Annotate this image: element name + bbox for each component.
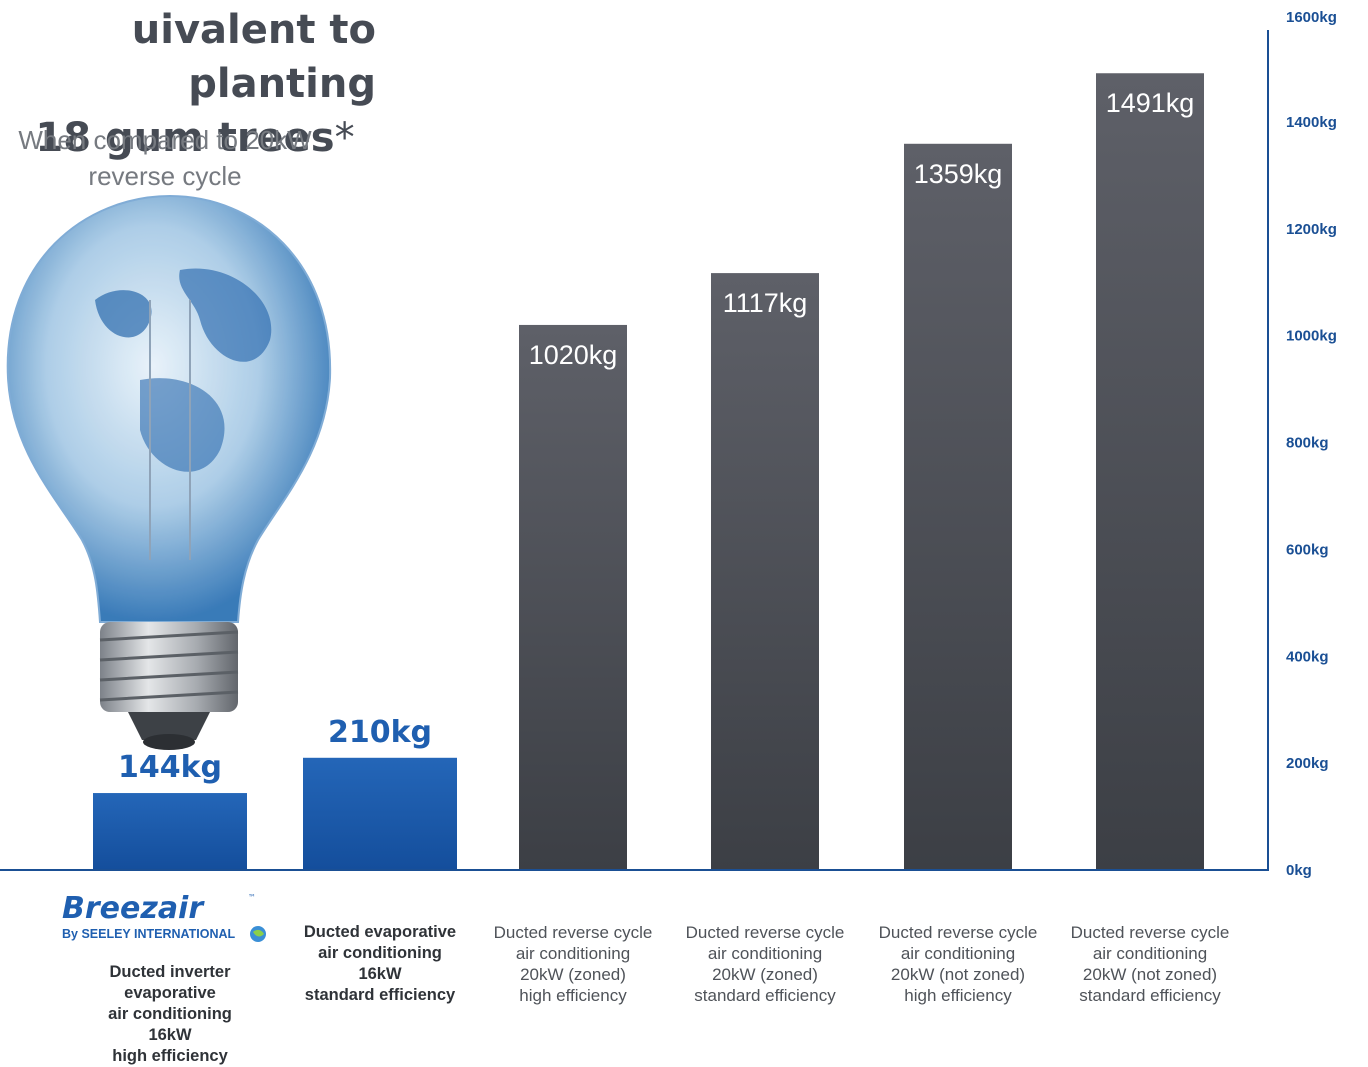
category-label-line: 20kW (not zoned)	[1082, 965, 1218, 984]
bar-2	[303, 757, 457, 870]
bar-value-label-5: 1359kg	[914, 159, 1003, 189]
category-label-line: standard efficiency	[694, 986, 836, 1005]
y-tick-label-400: 400kg	[1286, 648, 1329, 665]
headline: uivalent to planting 18 gum trees*	[0, 0, 390, 165]
category-label-line: air conditioning	[707, 944, 823, 963]
category-label-line: standard efficiency	[304, 986, 456, 1004]
category-label-line: high efficiency	[112, 1047, 228, 1065]
category-label-line: Ducted reverse cycle	[1070, 923, 1230, 942]
category-label-line: 16kW	[358, 965, 402, 983]
category-label-line: air conditioning	[318, 944, 442, 962]
bar-6	[1096, 73, 1204, 870]
y-tick-label-200: 200kg	[1286, 755, 1329, 772]
y-tick-label-800: 800kg	[1286, 435, 1329, 452]
category-label-line: Ducted reverse cycle	[685, 923, 845, 942]
bar-value-label-1: 144kg	[118, 750, 222, 785]
subheading-line-2: reverse cycle	[88, 161, 242, 191]
category-label-line: standard efficiency	[1079, 986, 1221, 1005]
category-label-4: Ducted reverse cycle air conditioning 20kW…	[665, 922, 865, 1006]
category-label-line: air conditioning	[1092, 944, 1208, 963]
bar-3	[519, 324, 627, 870]
y-tick-label-1600: 1600kg	[1286, 9, 1337, 26]
subheading-line-1: When compared to 20kW	[18, 125, 312, 155]
category-label-line: 16kW	[148, 1026, 192, 1044]
logo-brand: Breezair	[62, 891, 205, 926]
bar-value-label-6: 1491kg	[1106, 88, 1195, 118]
logo-tm: ™	[248, 893, 256, 902]
category-label-line: air conditioning	[515, 944, 631, 963]
category-label-line: air conditioning	[108, 1005, 232, 1023]
category-label-2: Ducted evaporative air conditioning 16kW st…	[280, 922, 480, 1006]
bar-value-label-4: 1117kg	[723, 288, 808, 318]
breezair-logo: Breezair ™ By SEELEY INTERNATIONAL	[60, 888, 275, 944]
logo-byline: By SEELEY INTERNATIONAL	[62, 927, 236, 941]
lightbulb-globe-icon	[6, 194, 332, 750]
headline-line-1: uivalent to planting	[131, 7, 376, 107]
category-label-line: 20kW (zoned)	[520, 965, 626, 984]
headline-asterisk: *	[334, 115, 355, 161]
bar-1	[93, 793, 247, 870]
y-tick-label-1000: 1000kg	[1286, 328, 1337, 345]
category-label-line: high efficiency	[519, 986, 627, 1005]
bar-value-label-3: 1020kg	[529, 340, 618, 370]
y-tick-label-1200: 1200kg	[1286, 221, 1337, 238]
category-label-line: Ducted evaporative	[303, 923, 457, 941]
category-label-line: Ducted reverse cycle	[878, 923, 1038, 942]
category-label-line: 20kW (zoned)	[712, 965, 818, 984]
headline-line-2: 18 gum trees*	[35, 115, 355, 161]
bar-value-label-2: 210kg	[328, 715, 432, 750]
y-tick-label-600: 600kg	[1286, 541, 1329, 558]
y-tick-label-0: 0kg	[1286, 862, 1312, 879]
category-label-line: 20kW (not zoned)	[890, 965, 1026, 984]
bar-5	[904, 143, 1012, 871]
bar-4	[711, 273, 819, 870]
category-label-line: Ducted reverse cycle	[493, 923, 653, 942]
subheading: When compared to 20kW reverse cycle	[0, 122, 330, 194]
category-label-5: Ducted reverse cycle air conditioning 20kW…	[858, 922, 1058, 1006]
category-label-3: Ducted reverse cycle air conditioning 20kW…	[473, 922, 673, 1006]
category-label-6: Ducted reverse cycle air conditioning 20kW…	[1050, 922, 1250, 1006]
y-tick-label-1400: 1400kg	[1286, 114, 1337, 131]
category-label-line: high efficiency	[904, 986, 1012, 1005]
co2-bar-chart: 144kg 210kg 1020kg 1117kg 1359kg 1491kg 0kg 20…	[0, 9, 1337, 879]
category-label-line: air conditioning	[900, 944, 1016, 963]
category-label-line: Ducted inverter evaporative	[109, 963, 231, 1002]
category-label-1: Ducted inverter evaporative air condition…	[70, 962, 270, 1067]
